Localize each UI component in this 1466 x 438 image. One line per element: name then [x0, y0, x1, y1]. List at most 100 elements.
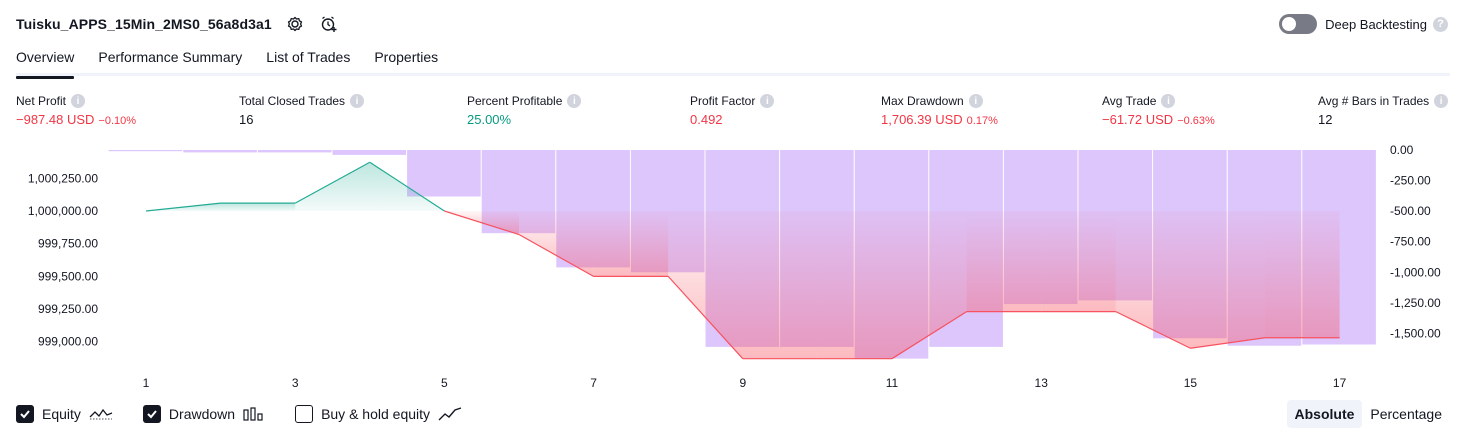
stat-value-text: 25.00% — [467, 112, 512, 127]
equity-area-segment — [519, 211, 594, 277]
stat-value: 12 — [1318, 112, 1448, 127]
right-axis-tick: -1,000.00 — [1390, 265, 1441, 279]
left-axis-tick: 999,750.00 — [38, 237, 98, 251]
equity-area-segment — [295, 162, 370, 211]
left-axis-tick: 999,500.00 — [38, 269, 98, 283]
info-icon[interactable]: i — [968, 94, 983, 108]
equity-line-segment — [145, 202, 221, 212]
drawdown-bar — [108, 150, 183, 152]
right-axis-tick: 0.00 — [1390, 143, 1414, 157]
info-icon[interactable]: i — [1434, 94, 1449, 108]
percentage-button[interactable]: Percentage — [1370, 406, 1442, 422]
help-icon[interactable]: ? — [1433, 16, 1448, 32]
equity-area-segment — [1265, 211, 1340, 338]
checkbox-checked-icon[interactable] — [142, 405, 161, 423]
info-icon[interactable]: i — [760, 94, 775, 108]
stat-label: Avg # Bars in Trades i — [1318, 94, 1449, 108]
left-axis: 1,000,250.00 1,000,000.00 999,750.00 999,50… — [28, 171, 98, 348]
stat-value: 16 — [239, 112, 364, 127]
right-axis-tick: -750.00 — [1390, 235, 1431, 249]
buy-hold-line-icon — [438, 406, 462, 422]
value-mode-switch: Absolute Percentage — [1286, 400, 1451, 428]
stat-label: Net Profit i — [16, 94, 136, 108]
add-alert-icon[interactable] — [318, 13, 340, 35]
info-icon[interactable]: i — [71, 94, 86, 108]
stat-label-text: Avg # Bars in Trades — [1318, 94, 1430, 108]
x-axis-tick: 17 — [1333, 376, 1347, 390]
checkbox-unchecked-icon[interactable] — [295, 405, 314, 423]
legend-drawdown[interactable]: Drawdown — [142, 405, 265, 423]
stat-total-closed-trades: Total Closed Trades i 16 — [239, 94, 365, 127]
stat-net-profit: Net Profit i −987.48 USD −0.10% — [16, 94, 136, 127]
tab-properties[interactable]: Properties — [374, 49, 439, 65]
stat-max-drawdown: Max Drawdown i 1,706.39 USD 0.17% — [881, 94, 998, 127]
stat-avg-bars-in-trades: Avg # Bars in Trades i 12 — [1318, 94, 1449, 127]
equity-line-icon — [89, 406, 113, 422]
checkbox-checked-icon[interactable] — [16, 405, 34, 423]
legend-equity[interactable]: Equity — [16, 405, 113, 423]
equity-line-segment — [667, 275, 744, 360]
stat-avg-trade: Avg Trade i −61.72 USD −0.63% — [1102, 94, 1215, 127]
stat-label: Percent Profitable i — [467, 94, 582, 108]
x-axis-tick: 1 — [143, 376, 150, 390]
left-axis-tick: 1,000,000.00 — [28, 204, 98, 218]
equity-line-segment — [294, 161, 371, 204]
x-axis: 1 3 5 7 9 11 13 15 17 — [143, 376, 1347, 390]
right-axis-tick: -500.00 — [1390, 204, 1431, 218]
stat-label-text: Net Profit — [16, 94, 67, 108]
x-axis-tick: 13 — [1035, 376, 1049, 390]
equity-area-segment — [742, 211, 818, 359]
left-axis-tick: 999,000.00 — [38, 335, 98, 349]
left-axis-tick: 1,000,250.00 — [28, 171, 98, 185]
stat-pct: 0.17% — [966, 115, 998, 127]
tab-overview[interactable]: Overview — [16, 46, 75, 79]
right-axis-tick: -1,250.00 — [1390, 296, 1441, 310]
equity-line-segment — [1190, 337, 1266, 349]
stat-value-text: 1,706.39 USD — [881, 112, 963, 127]
right-axis: 0.00 -250.00 -500.00 -750.00 -1,000.00 -1,250… — [1390, 143, 1441, 340]
tab-performance-summary[interactable]: Performance Summary — [98, 49, 243, 65]
equity-area-segment — [593, 211, 669, 277]
equity-area-segment — [892, 211, 967, 359]
deep-backtesting: Deep Backtesting ? — [1279, 14, 1448, 34]
equity-area-segment — [966, 211, 1042, 312]
stat-label-text: Percent Profitable — [467, 94, 563, 108]
drawdown-bar — [183, 150, 257, 153]
deep-backtesting-toggle[interactable] — [1279, 14, 1318, 34]
stat-value-text: 0.492 — [690, 112, 723, 127]
stats-row: Net Profit i −987.48 USD −0.10% Total Clos… — [16, 94, 1450, 134]
gear-icon[interactable] — [284, 13, 306, 35]
equity-area-segment — [220, 203, 296, 211]
equity-line-segment — [1115, 311, 1191, 349]
right-axis-tick: -1,500.00 — [1390, 326, 1441, 340]
stat-value: 0.492 — [690, 112, 774, 127]
stat-label: Avg Trade i — [1102, 94, 1215, 108]
x-axis-tick: 7 — [590, 376, 597, 390]
x-axis-tick: 9 — [739, 376, 746, 390]
equity-area — [146, 162, 1340, 359]
stat-value-text: −987.48 USD — [16, 112, 95, 127]
left-axis-tick: 999,250.00 — [38, 302, 98, 316]
strategy-header: Tuisku_APPS_15Min_2MS0_56a8d3a1 — [16, 12, 340, 36]
legend-label: Buy & hold equity — [321, 406, 431, 422]
legend-buy-hold-equity[interactable]: Buy & hold equity — [295, 405, 462, 423]
equity-line — [145, 161, 1340, 360]
stat-value: −61.72 USD −0.63% — [1102, 112, 1215, 127]
equity-line-segment — [518, 234, 594, 277]
info-icon[interactable]: i — [350, 94, 365, 108]
info-icon[interactable]: i — [1161, 94, 1176, 108]
stat-label-text: Avg Trade — [1102, 94, 1157, 108]
drawdown-bar — [257, 150, 332, 153]
right-axis-tick: -250.00 — [1390, 174, 1431, 188]
equity-drawdown-chart[interactable]: 1,000,250.00 1,000,000.00 999,750.00 999,50… — [0, 140, 1466, 395]
drawdown-bars-icon — [243, 406, 265, 422]
stat-label-text: Total Closed Trades — [239, 94, 346, 108]
stat-value-text: 12 — [1318, 112, 1333, 127]
info-icon[interactable]: i — [567, 94, 582, 108]
absolute-button[interactable]: Absolute — [1286, 400, 1363, 428]
x-axis-tick: 11 — [886, 376, 899, 390]
x-axis-tick: 15 — [1184, 376, 1198, 390]
equity-area-segment — [668, 211, 743, 359]
tab-list-of-trades[interactable]: List of Trades — [266, 49, 351, 65]
stat-label: Total Closed Trades i — [239, 94, 365, 108]
